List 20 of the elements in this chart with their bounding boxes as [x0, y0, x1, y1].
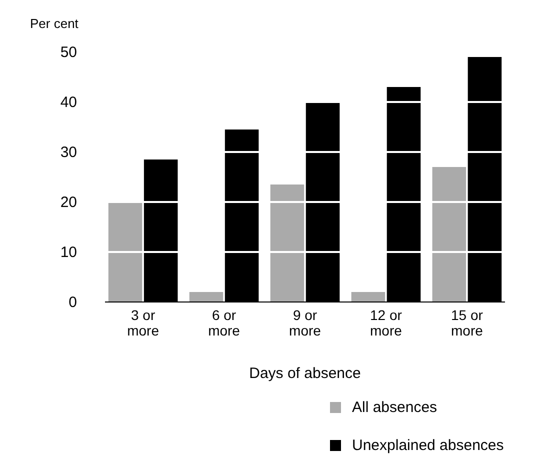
- y-tick-label: 20: [60, 194, 77, 211]
- bar: [432, 167, 466, 302]
- y-axis-title: Per cent: [30, 16, 79, 31]
- bar: [189, 292, 224, 302]
- y-tick-label: 50: [60, 44, 77, 61]
- bar: [351, 292, 386, 302]
- y-tick-label: 30: [60, 144, 77, 161]
- x-tick-label: 15 or more: [450, 306, 484, 338]
- x-tick-label: 6 or more: [208, 306, 240, 338]
- legend-label: Unexplained absences: [352, 437, 504, 454]
- legend-label: All absences: [352, 399, 438, 416]
- x-tick-label: 9 or more: [289, 306, 322, 338]
- y-tick-label: 10: [60, 244, 77, 261]
- x-tick-label: 12 or more: [370, 306, 402, 338]
- y-tick-label: 40: [60, 94, 77, 111]
- bar: [108, 202, 142, 302]
- x-axis-title: Days of absence: [249, 365, 361, 382]
- bar: [270, 184, 304, 302]
- x-tick-label: 3 or more: [127, 306, 160, 338]
- y-tick-label: 0: [68, 294, 77, 311]
